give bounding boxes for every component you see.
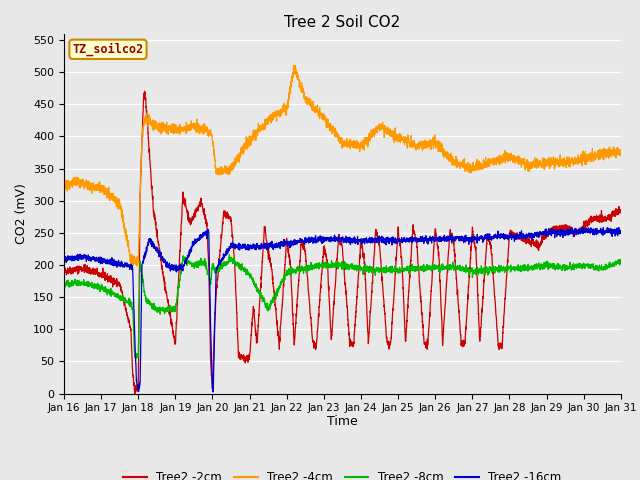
Tree2 -8cm: [606, 263, 614, 269]
Tree2 -8cm: [274, 288, 282, 294]
Title: Tree 2 Soil CO2: Tree 2 Soil CO2: [284, 15, 401, 30]
Tree2 -4cm: [124, 242, 131, 248]
Tree2 -2cm: [617, 208, 625, 214]
Tree2 -2cm: [298, 237, 306, 242]
Tree2 -16cm: [60, 254, 68, 260]
Tree2 -4cm: [547, 160, 554, 166]
Tree2 -2cm: [547, 226, 554, 231]
Tree2 -8cm: [298, 263, 306, 269]
Tree2 -2cm: [157, 258, 164, 264]
Legend: Tree2 -2cm, Tree2 -4cm, Tree2 -8cm, Tree2 -16cm: Tree2 -2cm, Tree2 -4cm, Tree2 -8cm, Tree…: [118, 466, 566, 480]
Tree2 -8cm: [225, 252, 233, 257]
Tree2 -8cm: [157, 307, 164, 313]
Tree2 -16cm: [298, 239, 306, 244]
Tree2 -16cm: [209, 389, 217, 395]
Tree2 -4cm: [132, 263, 140, 269]
Tree2 -4cm: [606, 150, 614, 156]
Y-axis label: CO2 (mV): CO2 (mV): [15, 183, 28, 244]
Tree2 -4cm: [290, 62, 298, 68]
Tree2 -2cm: [141, 88, 148, 94]
Tree2 -2cm: [124, 312, 131, 318]
Tree2 -16cm: [617, 230, 625, 236]
Text: TZ_soilco2: TZ_soilco2: [72, 43, 143, 56]
Tree2 -16cm: [546, 229, 554, 235]
Tree2 -16cm: [124, 261, 131, 266]
Tree2 -2cm: [274, 330, 282, 336]
Tree2 -16cm: [600, 225, 607, 230]
Tree2 -4cm: [298, 83, 306, 89]
Tree2 -16cm: [274, 243, 282, 249]
Tree2 -4cm: [157, 131, 164, 137]
Tree2 -8cm: [132, 355, 140, 361]
Line: Tree2 -4cm: Tree2 -4cm: [64, 65, 621, 266]
Tree2 -2cm: [60, 268, 68, 274]
Tree2 -4cm: [274, 108, 282, 114]
Tree2 -16cm: [157, 251, 164, 257]
Tree2 -8cm: [124, 299, 131, 305]
Tree2 -16cm: [606, 228, 614, 233]
X-axis label: Time: Time: [327, 415, 358, 428]
Tree2 -8cm: [547, 260, 554, 266]
Line: Tree2 -8cm: Tree2 -8cm: [64, 254, 621, 358]
Tree2 -2cm: [131, 391, 139, 396]
Line: Tree2 -16cm: Tree2 -16cm: [64, 228, 621, 392]
Tree2 -4cm: [617, 153, 625, 158]
Tree2 -8cm: [60, 283, 68, 289]
Tree2 -8cm: [617, 258, 625, 264]
Line: Tree2 -2cm: Tree2 -2cm: [64, 91, 621, 394]
Tree2 -2cm: [606, 212, 614, 218]
Tree2 -4cm: [60, 187, 68, 192]
